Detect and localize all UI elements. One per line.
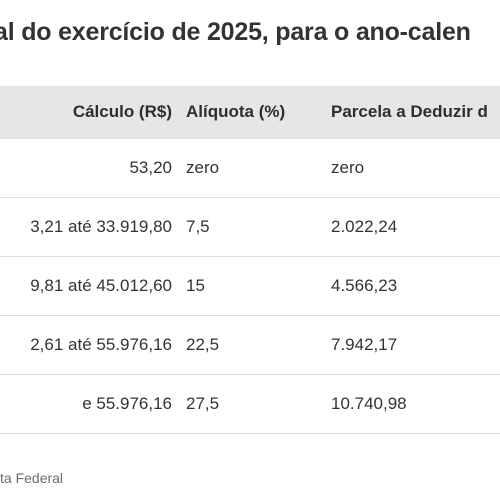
source-note: ta Federal (0, 470, 120, 486)
table-row: 3,21 até 33.919,80 7,5 2.022,24 (0, 197, 500, 256)
cell-rate: zero (186, 158, 220, 177)
cell-deduction: 10.740,98 (331, 394, 407, 413)
header-calculation-base: Cálculo (R$) (72, 102, 172, 121)
cell-calculation-base: 9,81 até 45.012,60 (30, 276, 172, 295)
cell-deduction: zero (331, 158, 365, 177)
table-row: 53,20 zero zero (0, 138, 500, 197)
table-header: Cálculo (R$) Alíquota (%) Parcela a Dedu… (0, 86, 500, 138)
cell-calculation-base: 2,61 até 55.976,16 (30, 335, 172, 354)
cell-deduction: 4.566,23 (331, 276, 398, 295)
cell-rate: 15 (186, 276, 205, 295)
page-title: al do exercício de 2025, para o ano-cale… (0, 18, 471, 46)
table-row: 2,61 até 55.976,16 22,5 7.942,17 (0, 315, 500, 374)
cell-rate: 7,5 (186, 217, 210, 236)
cell-rate: 22,5 (186, 335, 220, 354)
cell-deduction: 2.022,24 (331, 217, 398, 236)
tax-table: Cálculo (R$) Alíquota (%) Parcela a Dedu… (0, 86, 500, 434)
cell-calculation-base: 3,21 até 33.919,80 (30, 217, 172, 236)
source-text: ta Federal (0, 470, 64, 486)
header-deduction: Parcela a Deduzir d (331, 102, 488, 121)
cell-calculation-base: e 55.976,16 (82, 394, 172, 413)
table-row: e 55.976,16 27,5 10.740,98 (0, 374, 500, 434)
header-rate: Alíquota (%) (186, 102, 286, 121)
cell-deduction: 7.942,17 (331, 335, 398, 354)
table-row: 9,81 até 45.012,60 15 4.566,23 (0, 256, 500, 315)
cell-calculation-base: 53,20 (129, 158, 172, 177)
cell-rate: 27,5 (186, 394, 220, 413)
